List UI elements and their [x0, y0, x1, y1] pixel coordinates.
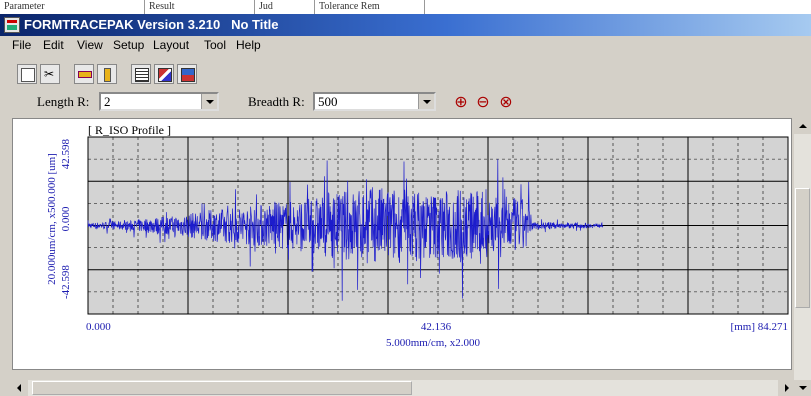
- window-title: FORMTRACEPAK Version 3.210 No Title: [24, 17, 279, 32]
- y-tick-label: 42.598: [60, 139, 72, 170]
- x-tick-label: 42.136: [421, 321, 452, 333]
- chevron-down-icon[interactable]: [418, 94, 434, 109]
- title-bar[interactable]: FORMTRACEPAK Version 3.210 No Title: [0, 14, 811, 36]
- breadth-r-value: 500: [318, 94, 338, 109]
- scroll-right-icon[interactable]: [778, 380, 794, 396]
- menu-setup[interactable]: Setup: [113, 38, 145, 52]
- ruler-icon[interactable]: [74, 64, 94, 84]
- scroll-thumb[interactable]: [795, 188, 810, 308]
- x-tick-label: [mm] 84.271: [731, 321, 788, 333]
- length-r-select[interactable]: 2: [99, 92, 219, 111]
- zoom-out-icon[interactable]: ⊖: [476, 92, 490, 111]
- vertical-scrollbar[interactable]: [794, 118, 811, 396]
- profile-chart: [ R_ISO Profile ] 20.000um/cm, x500.000 …: [46, 123, 789, 349]
- toolbar: ✂: [0, 54, 811, 90]
- report-icon[interactable]: [131, 64, 151, 84]
- data-icon[interactable]: [177, 64, 197, 84]
- profile-trace: [87, 159, 604, 301]
- scroll-thumb[interactable]: [32, 381, 412, 395]
- y-axis-label: 20.000um/cm, x500.000 [um]: [46, 153, 58, 285]
- x-axis-label: 5.000mm/cm, x2.000: [386, 337, 481, 349]
- menu-view[interactable]: View: [77, 38, 103, 52]
- scroll-up-icon[interactable]: [794, 118, 811, 134]
- cut-icon[interactable]: ✂: [40, 64, 60, 84]
- range-bar: Length R: 2 Breadth R: 500 ⊕ ⊖ ⊗: [0, 90, 811, 114]
- plot-area: [87, 136, 789, 315]
- horizontal-scrollbar[interactable]: [12, 380, 794, 396]
- length-r-value: 2: [104, 94, 111, 109]
- x-tick-label: 0.000: [86, 321, 111, 333]
- header-jud: Jud: [255, 0, 315, 14]
- copy-icon[interactable]: [17, 64, 37, 84]
- zoom-fit-icon[interactable]: ⊗: [499, 92, 513, 111]
- scroll-down-icon[interactable]: [794, 380, 811, 396]
- background-results-header: Parameter Result Jud Tolerance Rem: [0, 0, 811, 15]
- menu-edit[interactable]: Edit: [43, 38, 64, 52]
- length-r-label: Length R:: [37, 94, 90, 109]
- chevron-down-icon[interactable]: [201, 94, 217, 109]
- menu-file[interactable]: File: [12, 38, 32, 52]
- header-result: Result: [145, 0, 255, 14]
- app-icon: [4, 17, 20, 33]
- y-tick-label: 0.000: [60, 206, 72, 231]
- menu-help[interactable]: Help: [236, 38, 261, 52]
- header-tolerance: Tolerance Rem: [315, 0, 425, 14]
- y-tick-label: -42.598: [60, 265, 72, 299]
- header-parameter: Parameter: [0, 0, 145, 14]
- menu-layout[interactable]: Layout: [153, 38, 190, 52]
- breadth-r-select[interactable]: 500: [313, 92, 436, 111]
- zoom-in-icon[interactable]: ⊕: [454, 92, 468, 111]
- gauge-icon[interactable]: [97, 64, 117, 84]
- chart-icon[interactable]: [154, 64, 174, 84]
- breadth-r-label: Breadth R:: [248, 94, 305, 109]
- menu-tool[interactable]: Tool: [204, 38, 227, 52]
- profile-chart-panel: [ R_ISO Profile ] 20.000um/cm, x500.000 …: [12, 118, 792, 370]
- chart-title: [ R_ISO Profile ]: [88, 123, 171, 137]
- scroll-left-icon[interactable]: [12, 380, 28, 396]
- menu-bar: File Edit View Setup Layout Tool Help: [0, 36, 811, 54]
